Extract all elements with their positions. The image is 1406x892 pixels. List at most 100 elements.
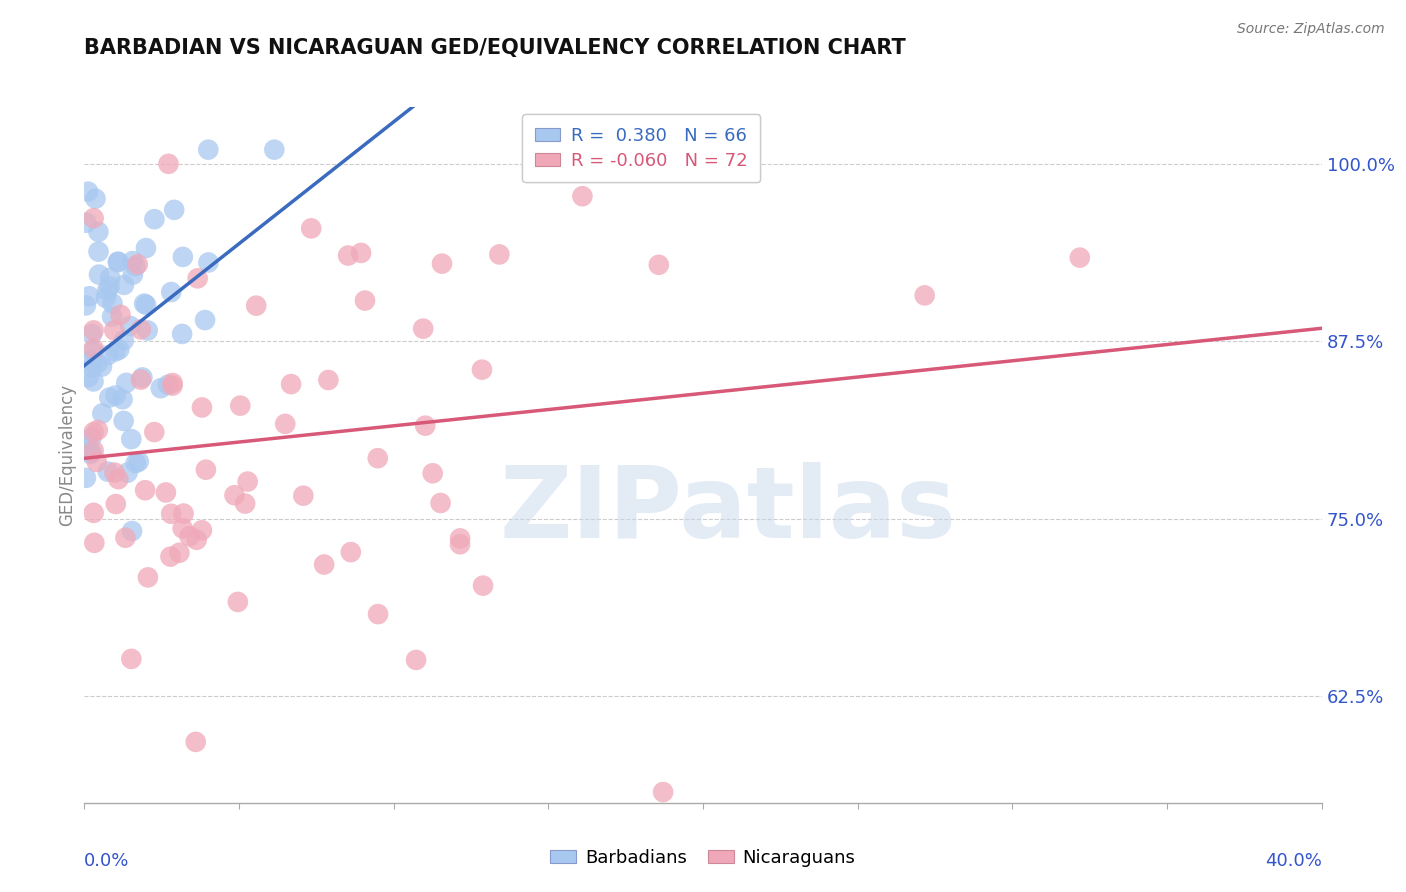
Point [914, 288, 936, 302]
Point [77, 370, 100, 384]
Point [571, 189, 593, 203]
Point [83, 506, 105, 520]
Point [114, 531, 136, 545]
Point [354, 293, 377, 308]
Point [79, 289, 101, 303]
Point [129, 373, 152, 387]
Text: 40.0%: 40.0% [1265, 853, 1322, 871]
Point [263, 143, 285, 157]
Point [98, 279, 121, 293]
Point [101, 296, 124, 310]
Point [120, 652, 142, 666]
Point [80, 445, 103, 459]
Point [112, 334, 135, 348]
Point [143, 212, 166, 227]
Point [157, 377, 180, 392]
Point [80, 354, 103, 368]
Point [186, 533, 208, 547]
Point [98, 270, 121, 285]
Point [83, 536, 105, 550]
Point [134, 483, 156, 498]
Legend: Barbadians, Nicaraguans: Barbadians, Nicaraguans [543, 842, 863, 874]
Point [128, 454, 150, 468]
Point [107, 254, 129, 268]
Point [160, 285, 183, 299]
Point [121, 524, 143, 538]
Point [162, 376, 184, 390]
Point [292, 489, 315, 503]
Point [104, 388, 127, 402]
Point [149, 381, 172, 395]
Point [80, 326, 103, 341]
Point [97, 465, 120, 479]
Point [75, 471, 97, 485]
Point [97, 348, 120, 362]
Point [83, 342, 105, 356]
Text: BARBADIAN VS NICARAGUAN GED/EQUIVALENCY CORRELATION CHART: BARBADIAN VS NICARAGUAN GED/EQUIVALENCY … [84, 38, 905, 58]
Point [104, 344, 127, 359]
Point [350, 246, 373, 260]
Point [83, 211, 105, 226]
Point [236, 475, 259, 489]
Point [340, 545, 363, 559]
Point [337, 248, 360, 262]
Point [131, 370, 153, 384]
Point [83, 323, 105, 337]
Point [194, 463, 217, 477]
Point [103, 466, 125, 480]
Text: 0.0%: 0.0% [84, 853, 129, 871]
Point [274, 417, 297, 431]
Point [197, 143, 219, 157]
Point [120, 432, 142, 446]
Point [79, 447, 101, 461]
Point [159, 549, 181, 564]
Point [191, 523, 214, 537]
Point [194, 313, 217, 327]
Point [299, 221, 322, 235]
Point [191, 401, 214, 415]
Point [75, 298, 97, 312]
Legend: R =  0.380   N = 66, R = -0.060   N = 72: R = 0.380 N = 66, R = -0.060 N = 72 [522, 114, 761, 183]
Point [449, 537, 471, 551]
Point [422, 467, 444, 481]
Point [135, 298, 157, 312]
Point [83, 425, 105, 440]
Point [117, 466, 139, 480]
Point [124, 260, 146, 274]
Text: ZIPatlas: ZIPatlas [499, 462, 956, 559]
Point [449, 532, 471, 546]
Point [226, 595, 249, 609]
Y-axis label: GED/Equivalency: GED/Equivalency [58, 384, 76, 526]
Point [129, 322, 152, 336]
Point [233, 497, 256, 511]
Point [429, 496, 451, 510]
Point [77, 185, 100, 199]
Point [405, 653, 427, 667]
Point [184, 735, 207, 749]
Point [1069, 251, 1091, 265]
Point [172, 521, 194, 535]
Point [224, 488, 246, 502]
Point [80, 430, 103, 444]
Point [87, 225, 110, 239]
Point [98, 391, 121, 405]
Point [122, 268, 145, 282]
Point [111, 392, 134, 407]
Point [86, 356, 108, 370]
Point [82, 344, 104, 359]
Point [430, 257, 453, 271]
Point [162, 378, 184, 392]
Point [112, 414, 135, 428]
Point [107, 472, 129, 486]
Point [87, 244, 110, 259]
Point [488, 247, 510, 261]
Point [471, 362, 494, 376]
Point [121, 254, 143, 268]
Point [84, 192, 107, 206]
Point [280, 377, 302, 392]
Point [172, 326, 194, 341]
Point [103, 323, 125, 337]
Point [413, 418, 436, 433]
Point [86, 455, 108, 469]
Point [245, 299, 267, 313]
